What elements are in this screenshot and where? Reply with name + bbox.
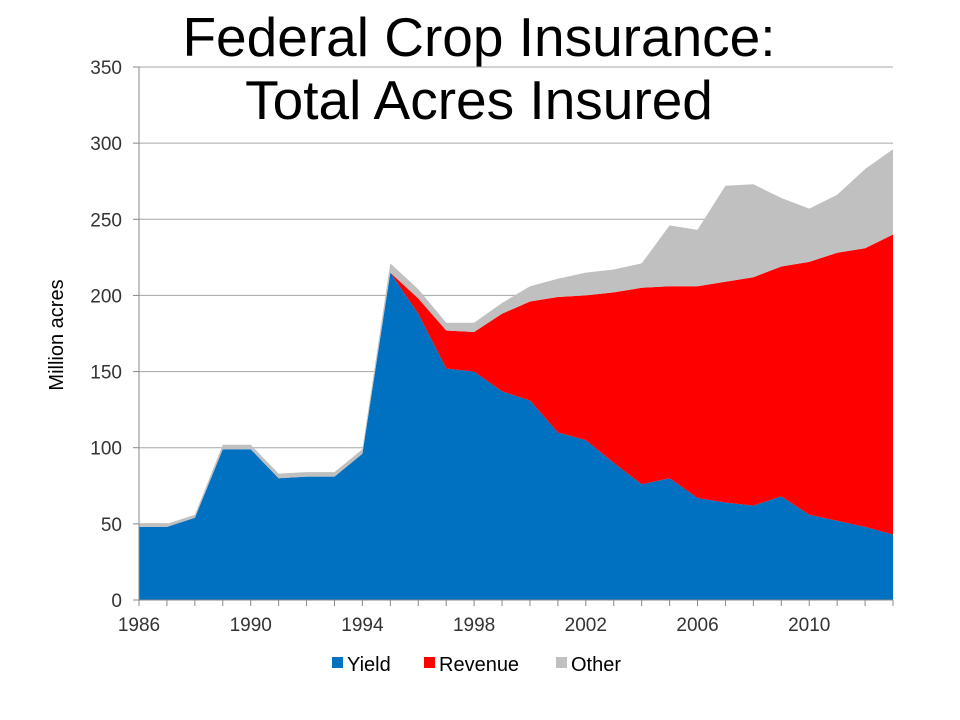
x-tick-label: 2002 [565,615,607,636]
x-tick-label: 2006 [676,615,718,636]
chart-title-line-1: Federal Crop Insurance: [182,6,776,68]
y-tick-label: 350 [90,58,122,79]
x-tick-label: 1986 [118,615,160,636]
x-tick-label: 2010 [788,615,830,636]
x-tick-label: 1994 [341,615,384,636]
axes: 0 50 100 150 200 250 300 350 1986 1990 1994 1998 200… [90,58,894,636]
legend-label: Yield [347,654,391,676]
y-tick-label: 200 [90,286,122,307]
y-tick-label: 100 [90,439,122,460]
legend-item-yield: Yield [332,654,391,676]
legend-swatch [424,657,435,668]
y-tick-label: 250 [90,210,122,231]
legend-label: Other [571,654,621,676]
y-tick-label: 150 [90,363,122,384]
legend-swatch [556,657,567,668]
legend: Yield Revenue Other [332,654,621,676]
legend-swatch [332,657,343,668]
x-tick-label: 1998 [453,615,495,636]
y-tick-label: 50 [101,515,122,536]
area-yield [139,272,893,600]
chart-title: Federal Crop Insurance: Total Acres Insu… [0,6,960,132]
area-revenue [139,234,893,535]
x-tick-label: 1990 [230,615,272,636]
legend-label: Revenue [439,654,519,676]
y-tick-label: 300 [90,134,122,155]
y-tick-label: 0 [111,591,122,612]
area-series [139,149,893,600]
chart-title-line-2: Total Acres Insured [245,69,713,131]
legend-item-other: Other [556,654,621,676]
legend-item-revenue: Revenue [424,654,519,676]
area-other [139,149,893,527]
y-axis-label: Million acres [46,279,68,390]
